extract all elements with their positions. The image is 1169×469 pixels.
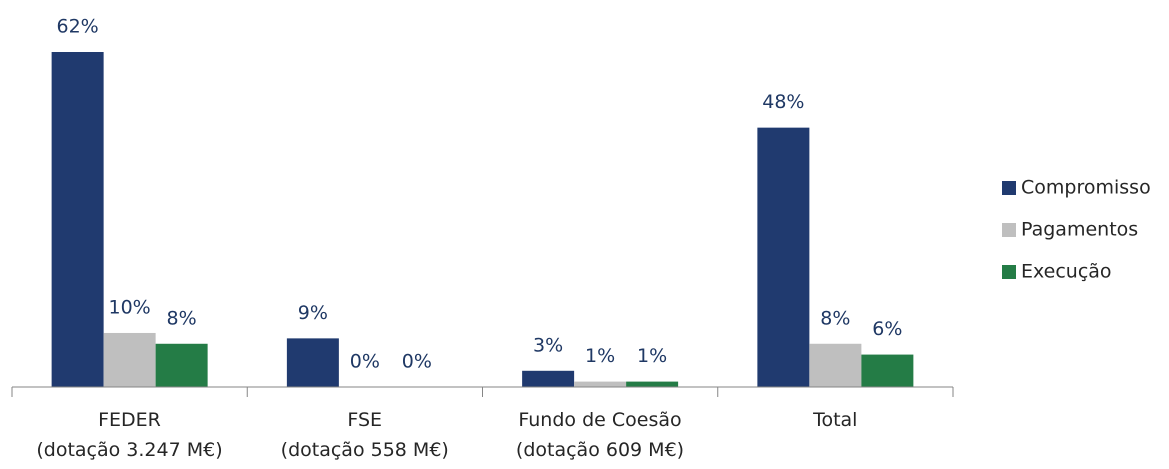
- value-label: 3%: [533, 334, 563, 356]
- value-label: 1%: [585, 345, 615, 367]
- value-label: 1%: [637, 345, 667, 367]
- legend-swatch: [1002, 223, 1016, 237]
- value-label: 8%: [167, 307, 197, 329]
- legend-label: Pagamentos: [1021, 219, 1138, 241]
- x-tick-label: FSE (dotação 558 M€): [280, 409, 449, 461]
- bar: [574, 381, 627, 387]
- value-label: 48%: [762, 91, 804, 113]
- value-label: 6%: [872, 318, 902, 340]
- bar: [103, 332, 156, 387]
- value-label: 62%: [57, 16, 99, 38]
- value-label: 8%: [820, 307, 850, 329]
- x-tick-label: FEDER (dotação 3.247 M€): [36, 409, 223, 461]
- value-label: 9%: [298, 302, 328, 324]
- x-tick-label: Fundo de Coesão (dotação 609 M€): [515, 409, 685, 461]
- legend-label: Execução: [1021, 261, 1112, 283]
- value-label: 0%: [350, 351, 380, 373]
- bar: [809, 343, 862, 387]
- legend-swatch: [1002, 265, 1016, 279]
- bar: [861, 354, 914, 387]
- x-tick-label: Total: [813, 409, 858, 431]
- legend-label: Compromisso: [1021, 177, 1151, 199]
- legend-swatch: [1002, 181, 1016, 195]
- bar: [51, 52, 104, 387]
- bar: [155, 343, 208, 387]
- bar: [626, 381, 679, 387]
- bar: [286, 338, 339, 387]
- value-label: 0%: [402, 351, 432, 373]
- value-label: 10%: [109, 296, 151, 318]
- bar: [522, 370, 575, 387]
- bar: [757, 127, 810, 387]
